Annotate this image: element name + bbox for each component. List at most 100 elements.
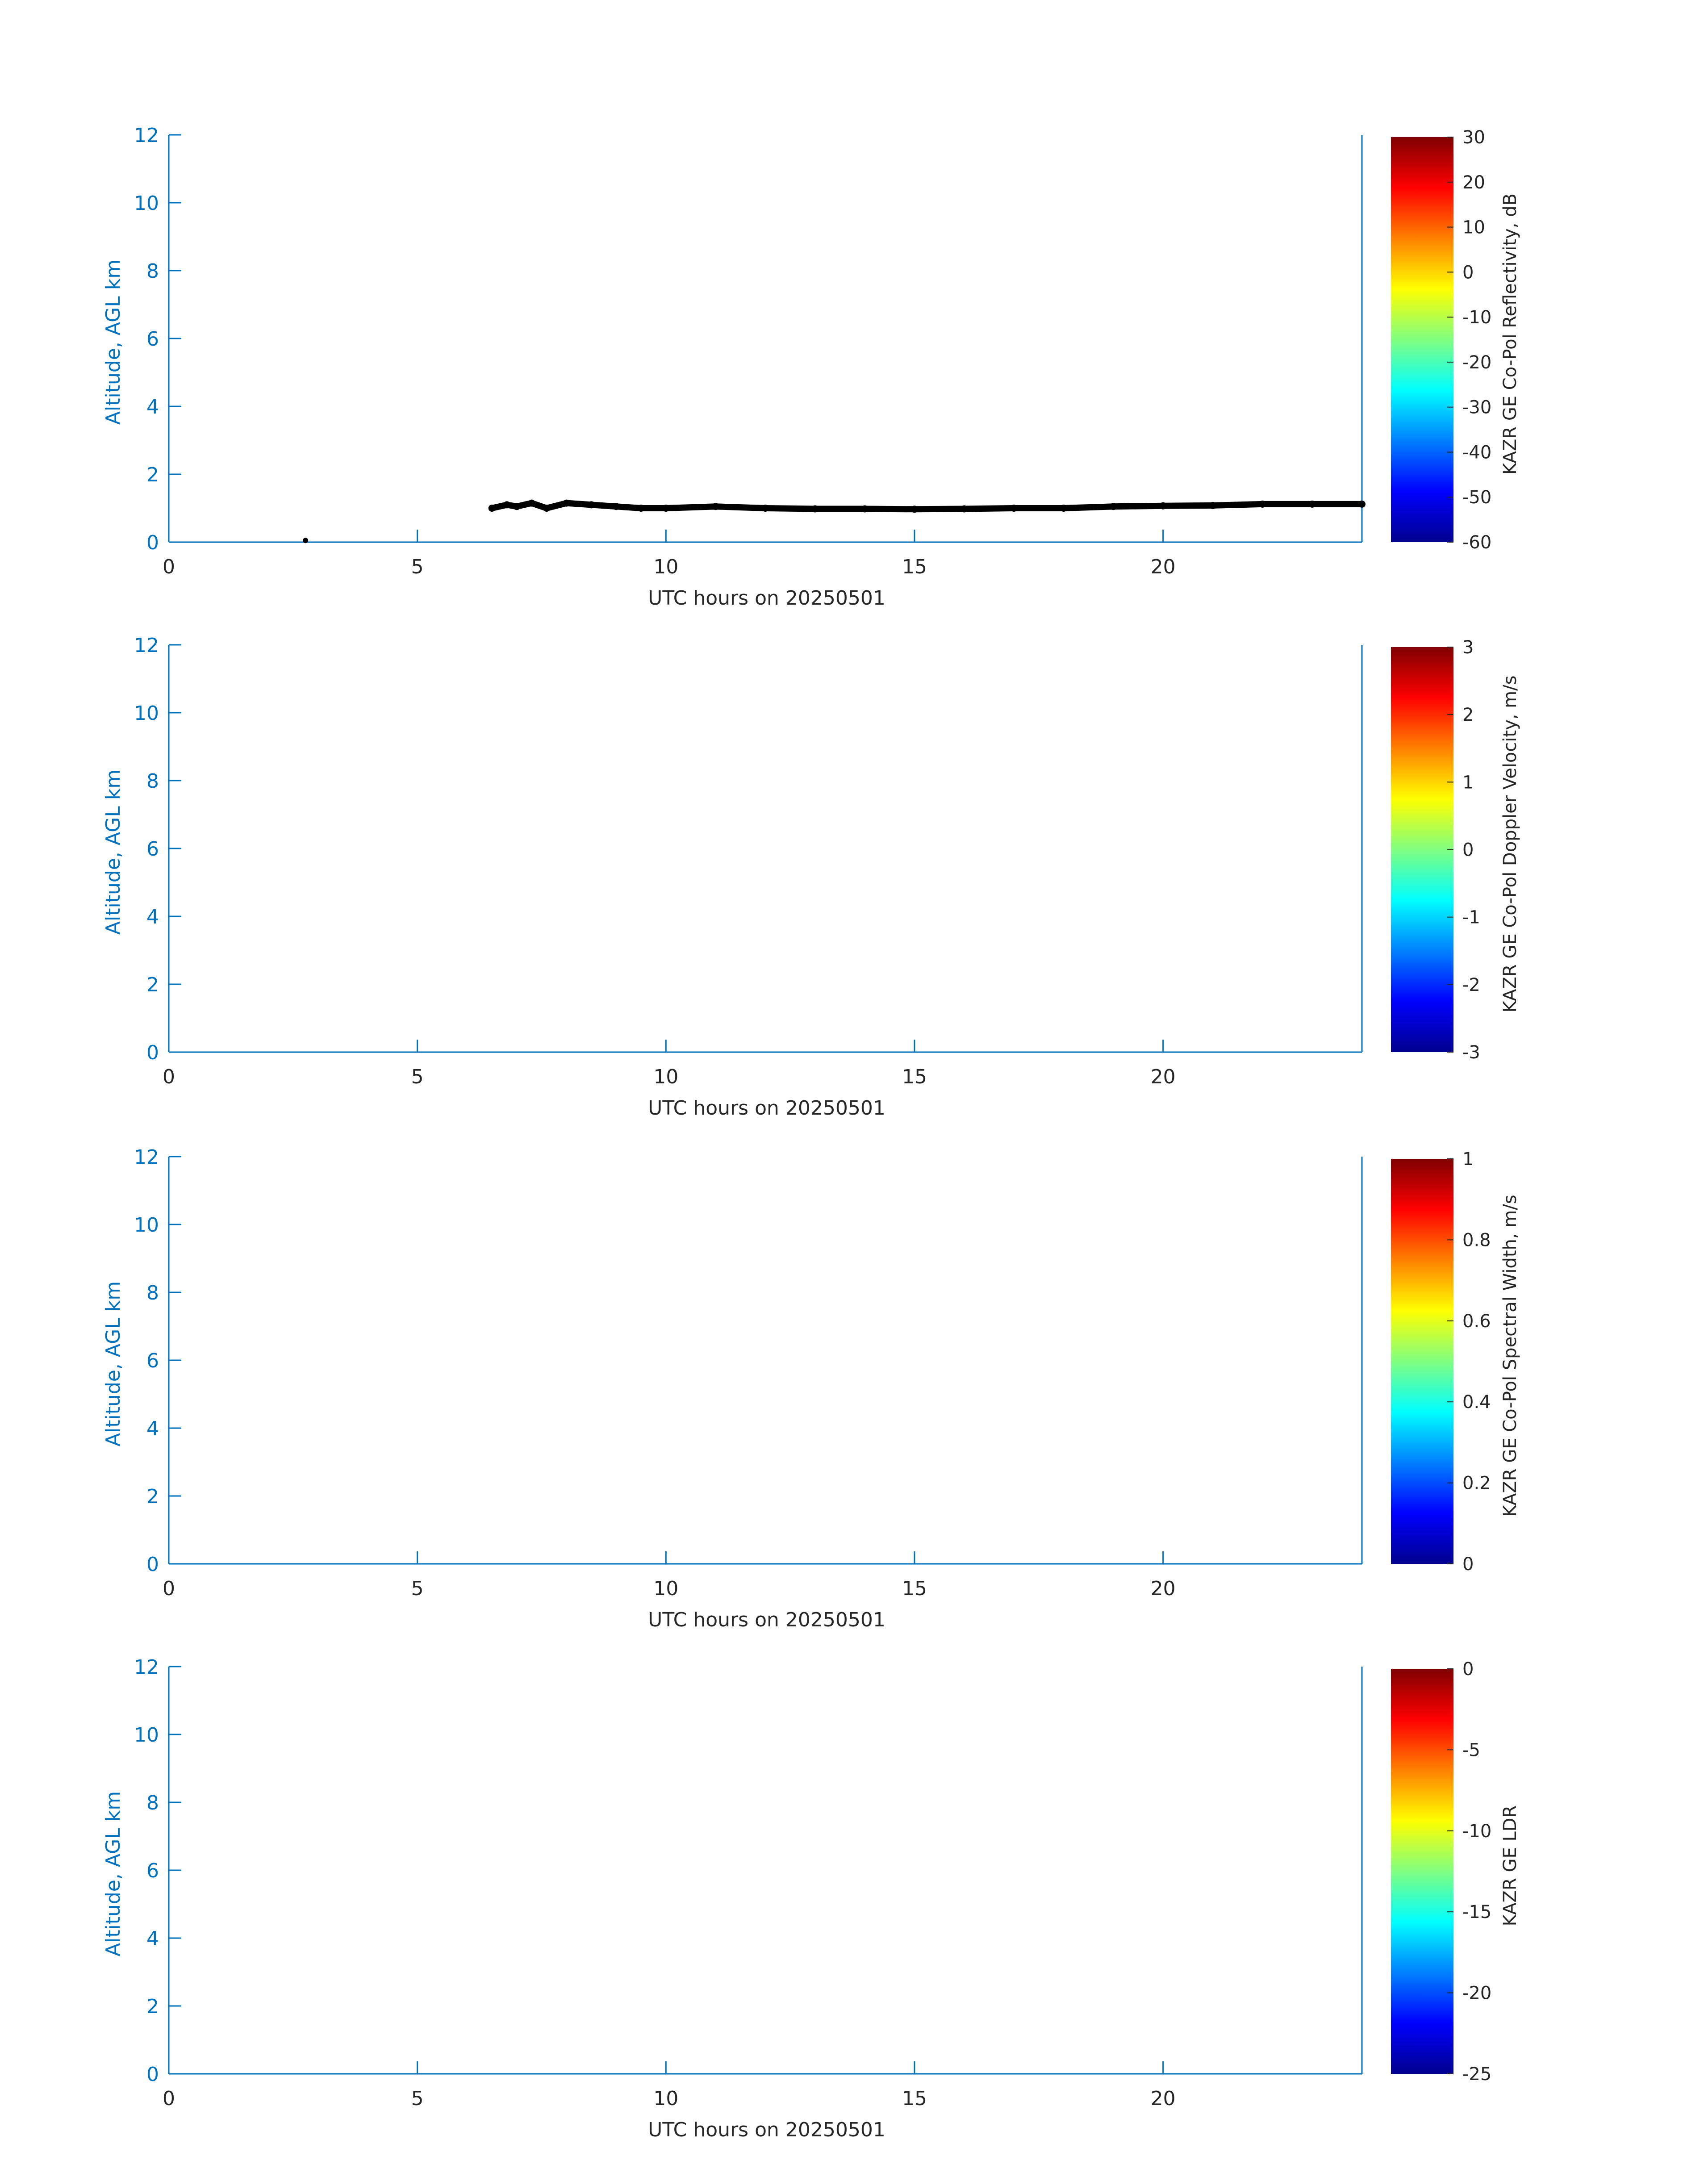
cloud-layer-point bbox=[543, 505, 551, 512]
x-tick-label: 10 bbox=[653, 556, 678, 578]
x-tick-label: 0 bbox=[163, 1066, 175, 1088]
colorbar-tick-label: -15 bbox=[1462, 1902, 1491, 1922]
colorbar-tick-label: -2 bbox=[1462, 975, 1480, 995]
cloud-layer-point bbox=[528, 499, 535, 507]
colorbar-tick-label: 0.8 bbox=[1462, 1230, 1491, 1250]
x-tick-label: 0 bbox=[163, 1577, 175, 1600]
x-tick-label: 10 bbox=[653, 1577, 678, 1600]
cloud-layer-point bbox=[762, 505, 769, 512]
x-axis-label: UTC hours on 20250501 bbox=[648, 587, 885, 610]
y-tick-label: 6 bbox=[146, 1350, 159, 1372]
y-tick-label: 10 bbox=[134, 192, 159, 215]
x-axis-label: UTC hours on 20250501 bbox=[648, 2119, 885, 2141]
colorbar-label: KAZR GE Co-Pol Reflectivity, dB bbox=[1500, 193, 1520, 475]
colorbar-tick-label: 2 bbox=[1462, 705, 1474, 725]
x-tick-label: 5 bbox=[411, 556, 424, 578]
colorbar-tick-label: 0 bbox=[1462, 262, 1474, 283]
x-tick-label: 20 bbox=[1151, 1066, 1176, 1088]
y-tick-label: 8 bbox=[146, 1282, 159, 1304]
x-tick-label: 20 bbox=[1151, 1577, 1176, 1600]
panel-1: 0 5 10 15 20 0 2 4 6 8 10 12 UTC hours on 20250501 Al… bbox=[102, 124, 1520, 610]
colorbar-tick-label: -60 bbox=[1462, 532, 1491, 553]
colorbar-tick-label: 10 bbox=[1462, 217, 1485, 238]
y-tick-label: 10 bbox=[134, 702, 159, 725]
cloud-layer-point bbox=[613, 503, 620, 510]
colorbar-label: KAZR GE Co-Pol Doppler Velocity, m/s bbox=[1500, 676, 1520, 1013]
colorbar-tick-label: -5 bbox=[1462, 1740, 1480, 1760]
colorbar-tick-label: 3 bbox=[1462, 637, 1474, 658]
y-tick-label: 4 bbox=[146, 1927, 159, 1950]
y-axis-label: Altitude, AGL km bbox=[102, 259, 125, 425]
y-tick-label: 8 bbox=[146, 260, 159, 283]
cloud-layer-point bbox=[488, 505, 496, 512]
colorbar bbox=[1391, 1159, 1453, 1564]
cloud-layer-point bbox=[513, 503, 521, 510]
cloud-layer-point bbox=[1259, 500, 1266, 508]
x-tick-label: 10 bbox=[653, 1066, 678, 1088]
colorbar-tick-label: 20 bbox=[1462, 172, 1485, 193]
colorbar-tick-label: 0.4 bbox=[1462, 1392, 1491, 1412]
y-tick-label: 10 bbox=[134, 1724, 159, 1747]
cloud-layer-point bbox=[1060, 505, 1067, 512]
y-tick-label: 12 bbox=[134, 1146, 159, 1169]
colorbar-tick-label: -25 bbox=[1462, 2064, 1491, 2085]
y-tick-label: 6 bbox=[146, 328, 159, 351]
y-tick-label: 0 bbox=[146, 1041, 159, 1064]
colorbar-tick-label: 0 bbox=[1462, 840, 1474, 861]
x-tick-label: 5 bbox=[411, 2087, 424, 2110]
colorbar-tick-label: -40 bbox=[1462, 442, 1491, 463]
colorbar-tick-label: -10 bbox=[1462, 307, 1491, 328]
cloud-layer-point bbox=[960, 505, 968, 513]
y-tick-label: 12 bbox=[134, 634, 159, 657]
cloud-layer-point bbox=[861, 505, 869, 513]
y-tick-label: 2 bbox=[146, 464, 159, 486]
y-tick-label: 0 bbox=[146, 2063, 159, 2086]
colorbar-tick-label: 30 bbox=[1462, 127, 1485, 148]
y-tick-label: 10 bbox=[134, 1214, 159, 1237]
colorbar-tick-label: -30 bbox=[1462, 397, 1491, 418]
x-tick-label: 0 bbox=[163, 556, 175, 578]
x-tick-label: 5 bbox=[411, 1577, 424, 1600]
panel-4: 0 5 10 15 20 0 2 4 6 8 10 12 UTC hours on 20250501 Al… bbox=[102, 1656, 1520, 2141]
y-tick-label: 6 bbox=[146, 1859, 159, 1882]
y-tick-label: 0 bbox=[146, 531, 159, 554]
colorbar-tick-label: -10 bbox=[1462, 1821, 1491, 1842]
y-tick-label: 2 bbox=[146, 974, 159, 996]
x-tick-label: 0 bbox=[163, 2087, 175, 2110]
x-axis-label: UTC hours on 20250501 bbox=[648, 1097, 885, 1120]
y-tick-label: 8 bbox=[146, 1792, 159, 1814]
y-tick-label: 0 bbox=[146, 1553, 159, 1576]
colorbar-tick-label: -1 bbox=[1462, 907, 1480, 928]
y-tick-label: 4 bbox=[146, 396, 159, 418]
x-tick-label: 15 bbox=[902, 2087, 927, 2110]
cloud-layer-point bbox=[563, 499, 570, 507]
colorbar-tick-label: -50 bbox=[1462, 487, 1491, 508]
colorbar-tick-label: -20 bbox=[1462, 352, 1491, 373]
colorbar-label: KAZR GE LDR bbox=[1500, 1805, 1520, 1926]
colorbar-tick-label: -20 bbox=[1462, 1983, 1491, 2004]
x-tick-label: 10 bbox=[653, 2087, 678, 2110]
y-tick-label: 4 bbox=[146, 906, 159, 928]
cloud-layer-point bbox=[662, 505, 670, 512]
cloud-layer-point bbox=[588, 501, 595, 509]
colorbar bbox=[1391, 137, 1453, 542]
colorbar-tick-label: -3 bbox=[1462, 1042, 1480, 1063]
x-tick-label: 20 bbox=[1151, 2087, 1176, 2110]
cloud-layer-point bbox=[1209, 501, 1216, 509]
cloud-layer-point bbox=[1110, 503, 1117, 510]
cloud-layer-point bbox=[811, 505, 819, 513]
isolated-echo-point bbox=[303, 538, 309, 543]
x-axis-label: UTC hours on 20250501 bbox=[648, 1609, 885, 1631]
colorbar bbox=[1391, 1669, 1453, 2074]
x-tick-label: 20 bbox=[1151, 556, 1176, 578]
colorbar-tick-label: 0.6 bbox=[1462, 1311, 1491, 1332]
cloud-layer-point bbox=[1358, 500, 1366, 508]
y-axis-label: Altitude, AGL km bbox=[102, 1281, 125, 1446]
cloud-layer-point bbox=[503, 501, 511, 509]
x-tick-label: 15 bbox=[902, 1066, 927, 1088]
y-axis-label: Altitude, AGL km bbox=[102, 1791, 125, 1956]
y-tick-label: 8 bbox=[146, 770, 159, 793]
